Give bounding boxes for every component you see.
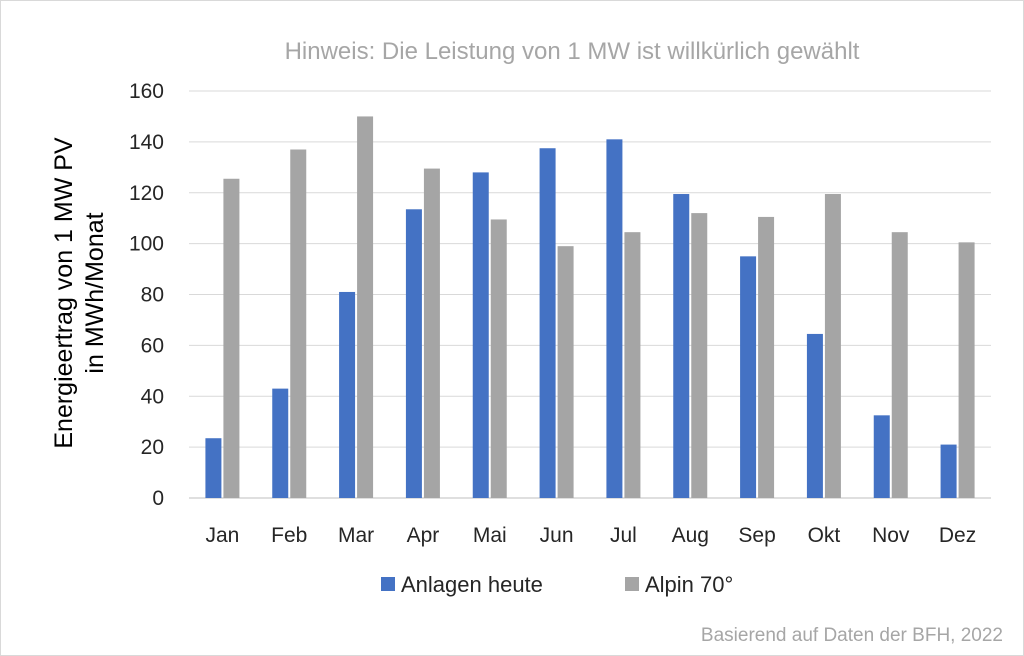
x-tick-label: Mai <box>473 524 507 547</box>
x-tick-label: Apr <box>407 524 440 547</box>
bar-anlagen-heute-mai <box>472 172 489 498</box>
bar-anlagen-heute-okt <box>806 333 823 498</box>
legend-label: Anlagen heute <box>401 572 543 597</box>
y-tick-label: 40 <box>141 385 164 408</box>
bar-alpin-70-jun <box>557 246 574 498</box>
bar-alpin-70-jan <box>223 178 240 498</box>
legend-swatch <box>625 577 639 591</box>
bar-anlagen-heute-nov <box>873 415 890 498</box>
bar-anlagen-heute-feb <box>272 388 289 498</box>
chart-title: Hinweis: Die Leistung von 1 MW ist willk… <box>285 38 860 65</box>
y-tick-label: 100 <box>129 233 164 256</box>
y-tick-label: 80 <box>141 284 164 307</box>
x-tick-label: Nov <box>872 524 910 547</box>
x-tick-label: Sep <box>738 524 775 547</box>
bar-alpin-70-jul <box>624 232 641 498</box>
bar-alpin-70-mar <box>357 116 374 498</box>
legend-label: Alpin 70° <box>645 572 733 597</box>
legend-swatch <box>381 577 395 591</box>
bar-alpin-70-dez <box>958 242 975 498</box>
y-tick-label: 160 <box>129 80 164 103</box>
y-tick-label: 20 <box>141 436 164 459</box>
bar-anlagen-heute-jun <box>539 148 556 498</box>
bar-anlagen-heute-jan <box>205 438 222 498</box>
bar-alpin-70-aug <box>691 213 708 498</box>
bar-anlagen-heute-mar <box>339 291 356 498</box>
bars <box>205 116 975 499</box>
x-axis-ticks: Jan Feb Mar Apr Mai Jun Jul Aug Sep Okt Nov Dez <box>205 524 976 547</box>
y-tick-label: 0 <box>152 487 164 510</box>
x-tick-label: Jan <box>205 524 239 547</box>
x-tick-label: Dez <box>939 524 976 547</box>
bar-alpin-70-feb <box>290 149 307 498</box>
bar-alpin-70-nov <box>891 232 908 498</box>
bar-anlagen-heute-aug <box>673 194 690 498</box>
x-tick-label: Okt <box>808 524 841 547</box>
y-tick-label: 60 <box>141 334 164 357</box>
x-tick-label: Jun <box>540 524 574 547</box>
bar-alpin-70-okt <box>824 194 841 498</box>
bar-anlagen-heute-jul <box>606 139 623 499</box>
y-tick-label: 120 <box>129 182 164 205</box>
y-axis-title-line-2: in MWh/Monat <box>81 212 109 373</box>
y-axis-ticks: 0 20 40 60 80 100 120 140 160 <box>129 80 164 510</box>
x-tick-label: Feb <box>271 524 307 547</box>
source-note: Basierend auf Daten der BFH, 2022 <box>701 625 1003 646</box>
x-tick-label: Mar <box>338 524 374 547</box>
x-tick-label: Jul <box>610 524 637 547</box>
bar-alpin-70-mai <box>490 219 507 498</box>
y-axis-title-line-1: Energieertrag von 1 MW PV <box>50 137 78 449</box>
bar-alpin-70-sep <box>758 216 775 498</box>
bar-anlagen-heute-apr <box>405 209 422 499</box>
gridlines <box>189 90 991 499</box>
x-tick-label: Aug <box>672 524 709 547</box>
legend: Anlagen heute Alpin 70° <box>381 572 733 597</box>
bar-anlagen-heute-dez <box>940 444 957 498</box>
bar-alpin-70-apr <box>423 168 440 498</box>
y-axis-title: Energieertrag von 1 MW PV in MWh/Monat <box>50 137 109 449</box>
y-tick-label: 140 <box>129 131 164 154</box>
bar-anlagen-heute-sep <box>740 256 757 498</box>
